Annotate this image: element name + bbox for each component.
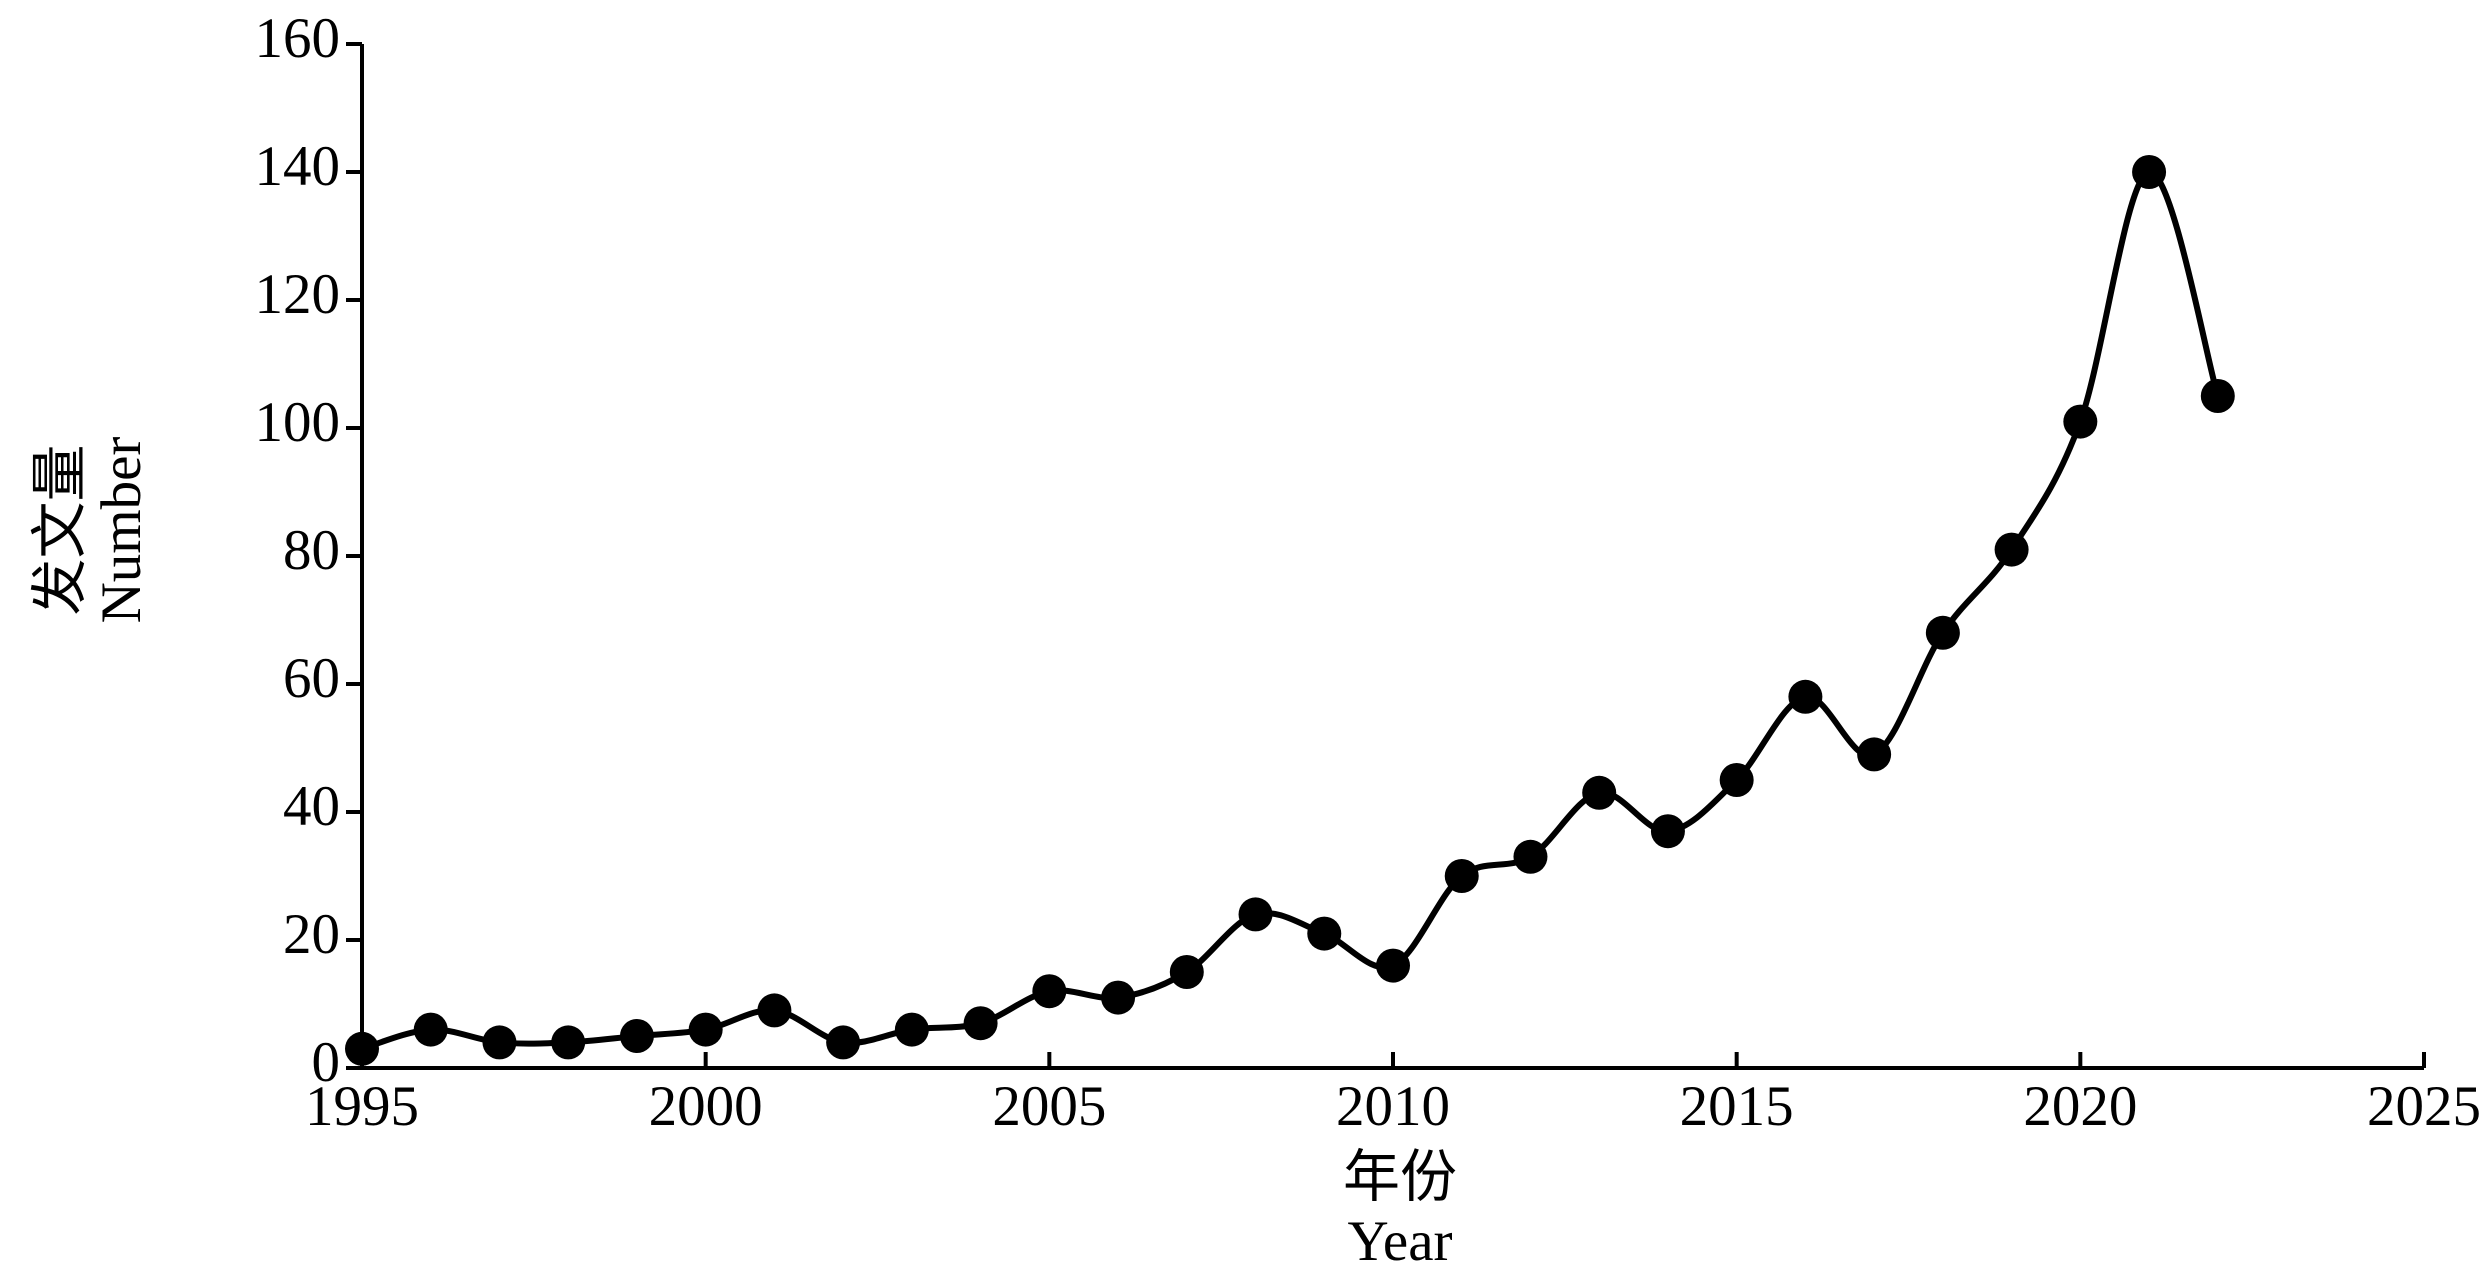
data-point [2200,379,2235,413]
data-point [1788,679,1823,714]
data-point [757,993,792,1028]
x-axis-label-en: Year [1347,1210,1452,1273]
data-point [413,1012,448,1047]
series-line [361,169,2221,1052]
y-axis-label: 发文量 [29,445,92,616]
data-point [1857,737,1892,772]
data-point [345,1031,379,1066]
data-point [688,1012,723,1047]
data-point [1444,859,1479,893]
data-point [1650,814,1685,849]
y-tick-label: 0 [312,1031,341,1094]
data-point [1169,955,1204,989]
data-point [1513,839,1548,874]
data-point [1032,974,1067,1009]
x-tick-label: 1995 [305,1075,419,1138]
x-tick-label: 2010 [1336,1075,1450,1138]
data-point [2063,404,2098,439]
data-point [1101,980,1136,1015]
data-point [1307,916,1342,951]
x-tick-label: 2025 [2367,1075,2480,1138]
y-tick-label: 120 [255,263,341,326]
data-point [1719,763,1754,797]
y-tick-label: 40 [283,775,340,838]
y-tick-label: 60 [283,647,340,710]
y-tick-label: 140 [255,135,341,198]
data-point [619,1019,654,1053]
y-tick-label: 100 [255,391,341,454]
x-tick-label: 2015 [1680,1075,1794,1138]
data-point [826,1025,861,1060]
data-point [1994,532,2029,567]
data-point [2132,155,2167,189]
x-tick-label: 2005 [992,1075,1106,1138]
data-point [551,1025,586,1060]
y-axis-label-en: Number [90,437,153,624]
data-point [1925,615,1960,650]
data-point [963,1006,998,1041]
data-point [894,1012,929,1047]
x-axis-label: 年份 [1343,1146,1457,1209]
data-point [1376,948,1410,983]
y-tick-label: 160 [255,7,341,70]
y-tick-label: 20 [283,903,340,966]
x-tick-label: 2020 [2023,1075,2137,1138]
y-tick-label: 80 [283,519,340,582]
x-tick-label: 2000 [649,1075,763,1138]
data-point [1582,775,1617,810]
data-point [1238,897,1273,932]
data-point [482,1025,517,1060]
